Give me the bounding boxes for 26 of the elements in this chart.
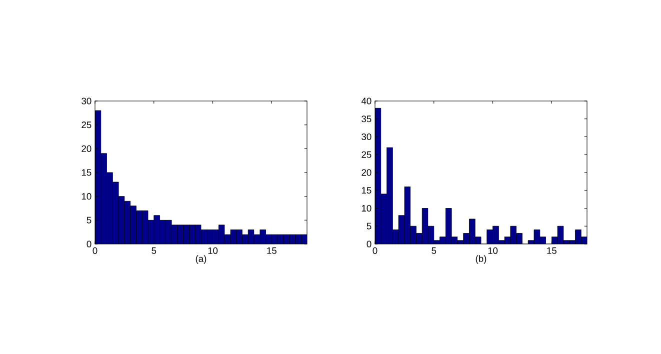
y-tick-label: 0 — [366, 240, 372, 248]
x-axis-title: (b) — [476, 255, 486, 264]
y-tick-label: 10 — [82, 193, 92, 200]
x-tick-label: 0 — [372, 247, 378, 254]
y-tick-label: 25 — [82, 122, 92, 128]
x-axis-title: (a) — [196, 255, 206, 264]
y-tick-label: 30 — [82, 98, 92, 104]
x-tick-label: 15 — [267, 247, 276, 254]
y-tick-label: 5 — [86, 216, 92, 224]
x-tick-label: 10 — [208, 247, 218, 254]
y-tick-label: 20 — [82, 145, 92, 152]
y-tick-label: 15 — [362, 187, 372, 194]
y-tick-label: 40 — [361, 98, 372, 104]
y-tick-label: 20 — [362, 169, 372, 176]
x-tick-label: 0 — [92, 247, 98, 254]
y-tick-label: 5 — [366, 222, 372, 230]
x-tick-label: 5 — [432, 247, 436, 254]
x-tick-label: 10 — [488, 247, 498, 254]
x-tick-label: 15 — [547, 247, 556, 254]
x-tick-label: 5 — [152, 247, 156, 254]
y-tick-label: 15 — [82, 169, 92, 176]
y-tick-label: 30 — [362, 133, 372, 140]
y-tick-label: 10 — [362, 204, 372, 212]
y-tick-label: 35 — [362, 116, 372, 122]
y-tick-label: 25 — [362, 151, 372, 158]
y-tick-label: 0 — [86, 240, 92, 248]
